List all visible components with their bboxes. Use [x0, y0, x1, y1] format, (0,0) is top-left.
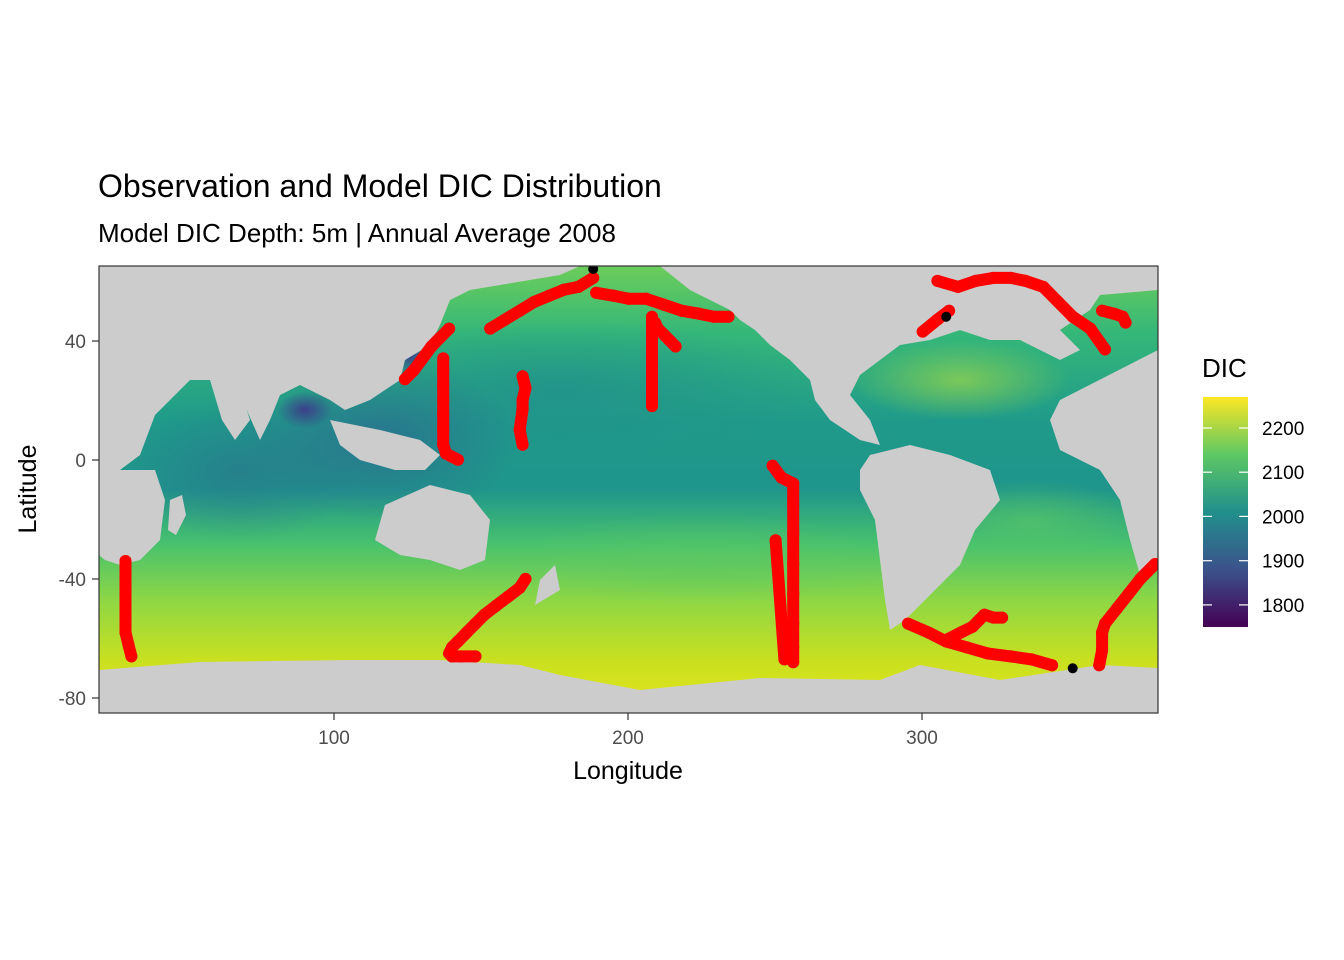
colorbar-ticks: 2200 2100 2000 1900 1800 [1203, 419, 1304, 617]
land-eurasia [99, 266, 580, 470]
x-tick-label: 100 [318, 728, 350, 749]
observation-point [646, 400, 658, 413]
colorbar-tick-label: 2100 [1262, 463, 1304, 484]
observation-point [722, 310, 735, 323]
colorbar [1203, 397, 1248, 627]
land-indonesia [330, 420, 440, 470]
observation-point [443, 322, 456, 335]
colorbar-tick-label: 2000 [1262, 507, 1304, 528]
land-greenland [930, 266, 1080, 310]
land-australia [375, 485, 490, 570]
observation-track-segment [769, 534, 791, 666]
legend-title: DIC [1202, 353, 1247, 383]
observation-point [1149, 558, 1158, 570]
x-axis: 100 200 300 Longitude [318, 713, 938, 785]
land-new-zealand [535, 565, 560, 605]
x-tick-label: 300 [906, 728, 938, 749]
land-mask [99, 266, 1158, 713]
observation-point [469, 650, 482, 663]
x-axis-title: Longitude [573, 757, 683, 785]
y-tick-label: 0 [75, 451, 86, 472]
black-point [588, 266, 599, 274]
observation-point [778, 653, 791, 666]
observation-point [451, 453, 464, 466]
y-tick-label: -80 [59, 689, 86, 710]
colorbar-tick-label: 1900 [1262, 552, 1304, 573]
observation-point [516, 438, 529, 451]
land-madagascar [168, 495, 186, 535]
observation-point [669, 340, 682, 353]
land-india [210, 380, 250, 440]
land-south-america [860, 445, 1000, 630]
y-axis: 40 0 -40 -80 Latitude [14, 332, 99, 710]
y-tick-label: -40 [59, 570, 86, 591]
observation-point [125, 650, 138, 663]
land-antarctica [99, 660, 1158, 713]
y-axis-title: Latitude [14, 445, 42, 534]
observation-point [996, 611, 1009, 624]
y-tick-label: 40 [65, 332, 86, 353]
colorbar-tick-label: 2200 [1262, 419, 1304, 440]
observation-point [587, 271, 600, 284]
x-tick-label: 200 [612, 728, 644, 749]
observation-point [1119, 316, 1132, 329]
land-africa [99, 470, 165, 565]
black-points [588, 266, 1078, 674]
observation-point [1046, 659, 1059, 672]
observation-point [1099, 343, 1111, 356]
chart-subtitle: Model DIC Depth: 5m | Annual Average 200… [98, 218, 616, 248]
legend: DIC 2200 2100 2000 1900 1800 [1202, 353, 1304, 627]
black-point [941, 311, 952, 322]
observation-tracks [119, 271, 1158, 672]
land-africa-east [1050, 350, 1158, 575]
land-north-america [660, 266, 1158, 445]
colorbar-tick-label: 1800 [1262, 596, 1304, 617]
chart-title: Observation and Model DIC Distribution [98, 168, 662, 204]
black-point [1067, 663, 1078, 674]
